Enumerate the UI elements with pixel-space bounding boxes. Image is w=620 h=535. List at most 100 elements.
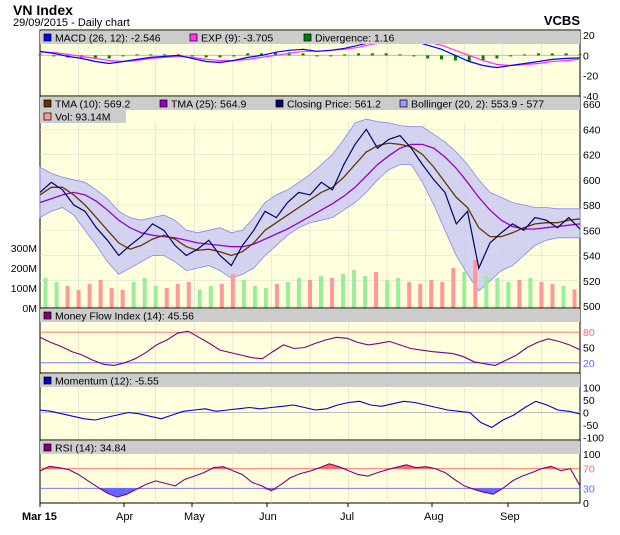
volume-bar [252,286,257,308]
bollinger-legend: Bollinger (20, 2): 553.9 - 577 [411,99,544,111]
rsi-oversold-fill [261,488,272,491]
tma25-line [39,143,581,248]
divergence-bar [135,54,139,56]
divergence-bar [412,55,416,57]
divergence-bar [523,54,527,56]
volume-bar [98,280,103,308]
macd-tick-label: -40 [583,91,598,103]
volume-bar [54,282,59,308]
divergence-bar [550,53,554,56]
divergence-bar [315,55,319,57]
volume-bar [429,280,434,308]
rsi-overbought-fill [551,466,561,469]
x-axis-label: Jul [340,511,354,523]
momentum-tick-label: 100 [583,383,601,395]
volume-tick-label: 300M [11,243,37,255]
price-tick-label: 660 [583,99,601,111]
close-swatch [275,99,284,108]
rsi-oversold-fill [107,488,118,498]
divergence-bar [329,55,333,57]
volume-bar [319,276,324,308]
volume-bar [363,276,368,308]
divergence-bar [38,54,42,56]
divergence-swatch [303,33,312,42]
divergence-bar [163,54,167,56]
divergence-bar [370,53,374,56]
volume-bar [385,280,390,308]
volume-bar [440,282,445,308]
exp-swatch [189,33,198,42]
divergence-bar [190,55,194,57]
mfi-tick-label: 80 [583,327,595,339]
volume-bar [175,284,180,308]
volume-bar [539,282,544,308]
divergence-bar [467,55,471,62]
volume-bar [341,274,346,308]
x-axis-label: May [184,511,205,523]
tma10-legend: TMA (10): 569.2 [55,99,130,111]
volume-bar [43,278,48,308]
volume-bar [285,282,290,308]
momentum-legend: Momentum (12): -5.55 [55,376,159,388]
divergence-bar [204,55,208,58]
legend-bar [40,309,580,322]
price-tick-label: 500 [583,301,601,313]
volume-bar [572,289,577,308]
divergence-bar [509,55,513,57]
divergence-legend: Divergence: 1.16 [315,33,395,45]
legend-bar [40,374,580,387]
mfi-tick-label: 50 [583,343,595,355]
volume-bar [396,278,401,308]
volume-bar [230,274,235,308]
volume-bar [65,286,70,308]
volume-bar [186,282,191,308]
volume-bar [484,276,489,308]
volume-bar [87,284,92,308]
divergence-bar [536,53,540,56]
rsi-tick-label: 0 [583,498,589,510]
divergence-bar [426,55,430,59]
bollinger-swatch [399,99,408,108]
divergence-bar [356,53,360,56]
price-tick-label: 620 [583,150,601,162]
price-tick-label: 520 [583,276,601,288]
volume-bar [407,282,412,308]
divergence-bar [260,53,264,56]
macd-tick-label: -20 [583,71,598,83]
chart-title: VN Index [13,2,73,18]
legend-bar [40,110,126,123]
divergence-bar [107,55,111,59]
mfi-legend: Money Flow Index (14): 45.56 [55,311,194,323]
volume-bar [506,282,511,308]
legend-bar [40,97,580,110]
volume-bar [164,288,169,308]
divergence-bar [52,55,56,57]
volume-bar [208,286,213,308]
macd-tick-label: 20 [583,30,595,42]
momentum-tick-label: -50 [583,420,598,432]
vol-legend: Vol: 93.14M [55,112,110,124]
macd-swatch [43,33,52,42]
volume-bar [153,286,158,308]
mfi-swatch [43,311,52,320]
divergence-bar [93,55,97,59]
volume-tick-label: 0M [22,303,37,315]
divergence-bar [246,53,250,56]
volume-bar [120,290,125,308]
divergence-bar [398,54,402,56]
price-tick-label: 540 [583,251,601,263]
divergence-bar [453,55,457,61]
tma10-swatch [43,99,52,108]
rsi-tick-label: 30 [583,483,595,495]
volume-bar [462,272,467,308]
bollinger-band [39,118,581,292]
volume-bar [263,288,268,308]
divergence-bar [121,55,125,57]
momentum-tick-label: 0 [583,408,589,420]
rsi-tick-label: 100 [583,449,601,461]
divergence-bar [440,55,444,60]
volume-bar [109,288,114,308]
divergence-bar [384,53,388,56]
mfi-line [39,330,581,366]
